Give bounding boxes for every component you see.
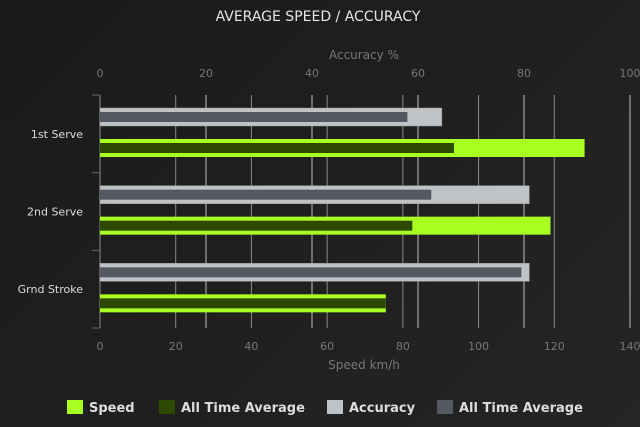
legend-swatch — [159, 400, 175, 414]
top-tick-label: 60 — [411, 67, 425, 80]
top-tick-label: 20 — [199, 67, 213, 80]
legend-label: Accuracy — [349, 401, 416, 416]
legend-swatch — [437, 400, 453, 414]
top-axis-label: Accuracy % — [329, 48, 399, 62]
accuracy-average-bar — [100, 112, 408, 122]
accuracy-average-bar — [100, 189, 432, 200]
bottom-tick-label: 40 — [244, 340, 258, 353]
speed-average-bar — [100, 143, 454, 153]
bottom-tick-label: 80 — [396, 340, 410, 353]
bottom-tick-label: 140 — [620, 340, 640, 353]
bottom-tick-label: 0 — [97, 340, 104, 353]
top-tick-label: 80 — [517, 67, 531, 80]
legend-label: Speed — [89, 401, 135, 416]
speed-average-bar — [100, 220, 413, 231]
accuracy-average-bar — [100, 267, 522, 278]
top-tick-label: 100 — [620, 67, 640, 80]
legend-label: All Time Average — [459, 401, 583, 416]
bottom-tick-label: 100 — [468, 340, 489, 353]
category-label: Grnd Stroke — [18, 283, 84, 296]
top-tick-label: 0 — [97, 67, 104, 80]
bottom-tick-label: 60 — [320, 340, 334, 353]
bottom-tick-label: 20 — [169, 340, 183, 353]
legend-swatch — [327, 400, 343, 414]
speed-average-bar — [100, 298, 386, 309]
top-tick-label: 40 — [305, 67, 319, 80]
bottom-axis-label: Speed km/h — [328, 358, 400, 372]
bottom-tick-label: 120 — [544, 340, 565, 353]
legend-label: All Time Average — [181, 401, 305, 416]
category-label: 1st Serve — [31, 128, 83, 141]
chart-title: AVERAGE SPEED / ACCURACY — [216, 9, 421, 25]
legend-swatch — [67, 400, 83, 414]
category-label: 2nd Serve — [27, 206, 83, 219]
